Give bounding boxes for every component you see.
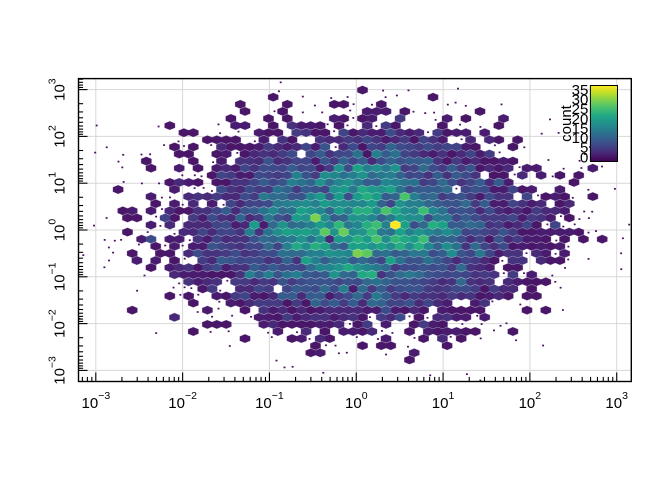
svg-text:1: 1 bbox=[449, 390, 455, 402]
svg-text:10: 10 bbox=[432, 395, 449, 412]
svg-text:−1: −1 bbox=[46, 262, 58, 274]
svg-text:10: 10 bbox=[82, 395, 99, 412]
svg-text:30: 30 bbox=[572, 92, 589, 109]
svg-text:10: 10 bbox=[52, 274, 69, 291]
svg-text:10: 10 bbox=[52, 368, 69, 385]
svg-text:10: 10 bbox=[572, 130, 589, 147]
svg-text:25: 25 bbox=[572, 101, 589, 118]
svg-text:count: count bbox=[558, 104, 575, 142]
svg-text:−2: −2 bbox=[46, 309, 58, 321]
svg-text:−3: −3 bbox=[46, 356, 58, 368]
svg-text:10: 10 bbox=[168, 395, 185, 412]
svg-text:0: 0 bbox=[46, 219, 58, 225]
svg-text:10: 10 bbox=[519, 395, 536, 412]
svg-text:5: 5 bbox=[580, 140, 588, 157]
svg-text:−2: −2 bbox=[185, 390, 197, 402]
svg-text:20: 20 bbox=[572, 111, 589, 128]
svg-text:35: 35 bbox=[572, 82, 589, 99]
svg-text:−3: −3 bbox=[98, 390, 110, 402]
svg-text:10: 10 bbox=[52, 131, 69, 148]
svg-text:10: 10 bbox=[52, 225, 69, 242]
svg-text:10: 10 bbox=[605, 395, 622, 412]
svg-text:0: 0 bbox=[362, 390, 368, 402]
svg-text:1: 1 bbox=[46, 172, 58, 178]
svg-text:10: 10 bbox=[345, 395, 362, 412]
svg-text:15: 15 bbox=[572, 120, 589, 137]
svg-text:−1: −1 bbox=[272, 390, 284, 402]
svg-text:2: 2 bbox=[46, 125, 58, 131]
svg-text:10: 10 bbox=[255, 395, 272, 412]
svg-text:10: 10 bbox=[52, 178, 69, 195]
svg-text:10: 10 bbox=[52, 321, 69, 338]
svg-text:3: 3 bbox=[46, 78, 58, 84]
svg-text:2: 2 bbox=[535, 390, 541, 402]
svg-text:0: 0 bbox=[580, 149, 588, 166]
svg-text:3: 3 bbox=[622, 390, 628, 402]
svg-text:10: 10 bbox=[52, 84, 69, 101]
